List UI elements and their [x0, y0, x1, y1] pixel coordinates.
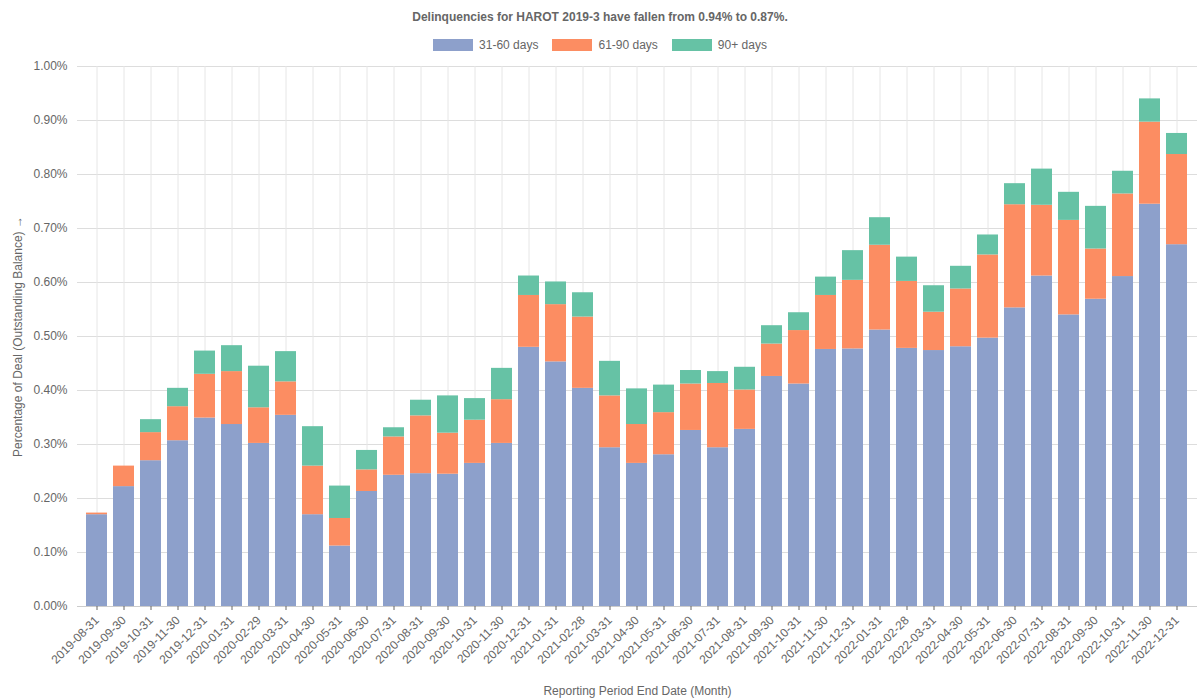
svg-text:2021-01-31: 2021-01-31 — [507, 613, 561, 667]
svg-text:2020-05-31: 2020-05-31 — [291, 613, 345, 667]
svg-text:2021-03-31: 2021-03-31 — [561, 613, 615, 667]
svg-text:2021-11-30: 2021-11-30 — [778, 613, 831, 666]
svg-text:2020-03-31: 2020-03-31 — [237, 613, 291, 667]
svg-text:2021-07-31: 2021-07-31 — [669, 613, 723, 667]
svg-text:2020-02-29: 2020-02-29 — [210, 613, 264, 667]
svg-text:2022-08-31: 2022-08-31 — [1020, 613, 1074, 667]
svg-text:2019-11-30: 2019-11-30 — [130, 613, 183, 666]
svg-text:0.60%: 0.60% — [33, 275, 67, 289]
svg-text:2022-11-30: 2022-11-30 — [1102, 613, 1155, 666]
svg-text:2019-09-30: 2019-09-30 — [75, 613, 129, 667]
svg-text:2022-01-31: 2022-01-31 — [831, 613, 885, 667]
svg-text:2022-04-30: 2022-04-30 — [912, 613, 966, 667]
svg-text:2021-04-30: 2021-04-30 — [588, 613, 642, 667]
svg-text:Reporting Period End Date (Mon: Reporting Period End Date (Month) — [543, 684, 731, 698]
svg-text:2022-10-31: 2022-10-31 — [1074, 613, 1128, 667]
svg-text:2022-02-28: 2022-02-28 — [858, 613, 912, 667]
svg-text:2021-12-31: 2021-12-31 — [804, 613, 858, 667]
svg-text:2021-06-30: 2021-06-30 — [642, 613, 696, 667]
svg-text:Percentage of Deal (Outstandin: Percentage of Deal (Outstanding Balance)… — [11, 216, 25, 457]
svg-text:2021-02-28: 2021-02-28 — [534, 613, 588, 667]
svg-text:2020-04-30: 2020-04-30 — [264, 613, 318, 667]
svg-text:2020-10-31: 2020-10-31 — [426, 613, 480, 667]
svg-text:0.90%: 0.90% — [33, 113, 67, 127]
svg-text:2021-08-31: 2021-08-31 — [696, 613, 750, 667]
svg-text:2020-09-30: 2020-09-30 — [399, 613, 453, 667]
svg-text:2020-08-31: 2020-08-31 — [372, 613, 426, 667]
svg-text:2022-03-31: 2022-03-31 — [885, 613, 939, 667]
svg-text:2020-01-31: 2020-01-31 — [183, 613, 237, 667]
svg-text:0.50%: 0.50% — [33, 329, 67, 343]
svg-text:2021-05-31: 2021-05-31 — [615, 613, 669, 667]
svg-text:2022-06-30: 2022-06-30 — [966, 613, 1020, 667]
svg-text:2021-09-30: 2021-09-30 — [723, 613, 777, 667]
svg-text:2020-07-31: 2020-07-31 — [345, 613, 399, 667]
svg-text:2019-12-31: 2019-12-31 — [156, 613, 210, 667]
svg-text:0.10%: 0.10% — [33, 545, 67, 559]
svg-text:0.20%: 0.20% — [33, 491, 67, 505]
svg-text:2020-06-30: 2020-06-30 — [318, 613, 372, 667]
svg-text:2022-07-31: 2022-07-31 — [993, 613, 1047, 667]
svg-text:0.00%: 0.00% — [33, 599, 67, 613]
svg-text:0.70%: 0.70% — [33, 221, 67, 235]
svg-text:0.80%: 0.80% — [33, 167, 67, 181]
svg-text:2022-09-30: 2022-09-30 — [1047, 613, 1101, 667]
svg-text:0.30%: 0.30% — [33, 437, 67, 451]
svg-text:2020-12-31: 2020-12-31 — [480, 613, 534, 667]
svg-text:2019-10-31: 2019-10-31 — [102, 613, 156, 667]
html-text:90+ days: 90+ days — [717, 38, 767, 52]
svg-text:1.00%: 1.00% — [33, 60, 67, 73]
svg-text:2022-12-31: 2022-12-31 — [1129, 613, 1183, 667]
svg-text:0.40%: 0.40% — [33, 383, 67, 397]
html-text:61-90 days: 61-90 days — [598, 38, 658, 52]
svg-text:2022-05-31: 2022-05-31 — [939, 613, 993, 667]
html-text:Delinquencies for HAROT 2019-3: Delinquencies for HAROT 2019-3 have fall… — [412, 10, 788, 24]
svg-text:2020-11-30: 2020-11-30 — [454, 613, 507, 666]
html-text:31-60 days: 31-60 days — [479, 38, 539, 52]
svg-text:2019-08-31: 2019-08-31 — [48, 613, 102, 667]
svg-text:2021-10-31: 2021-10-31 — [750, 613, 804, 667]
